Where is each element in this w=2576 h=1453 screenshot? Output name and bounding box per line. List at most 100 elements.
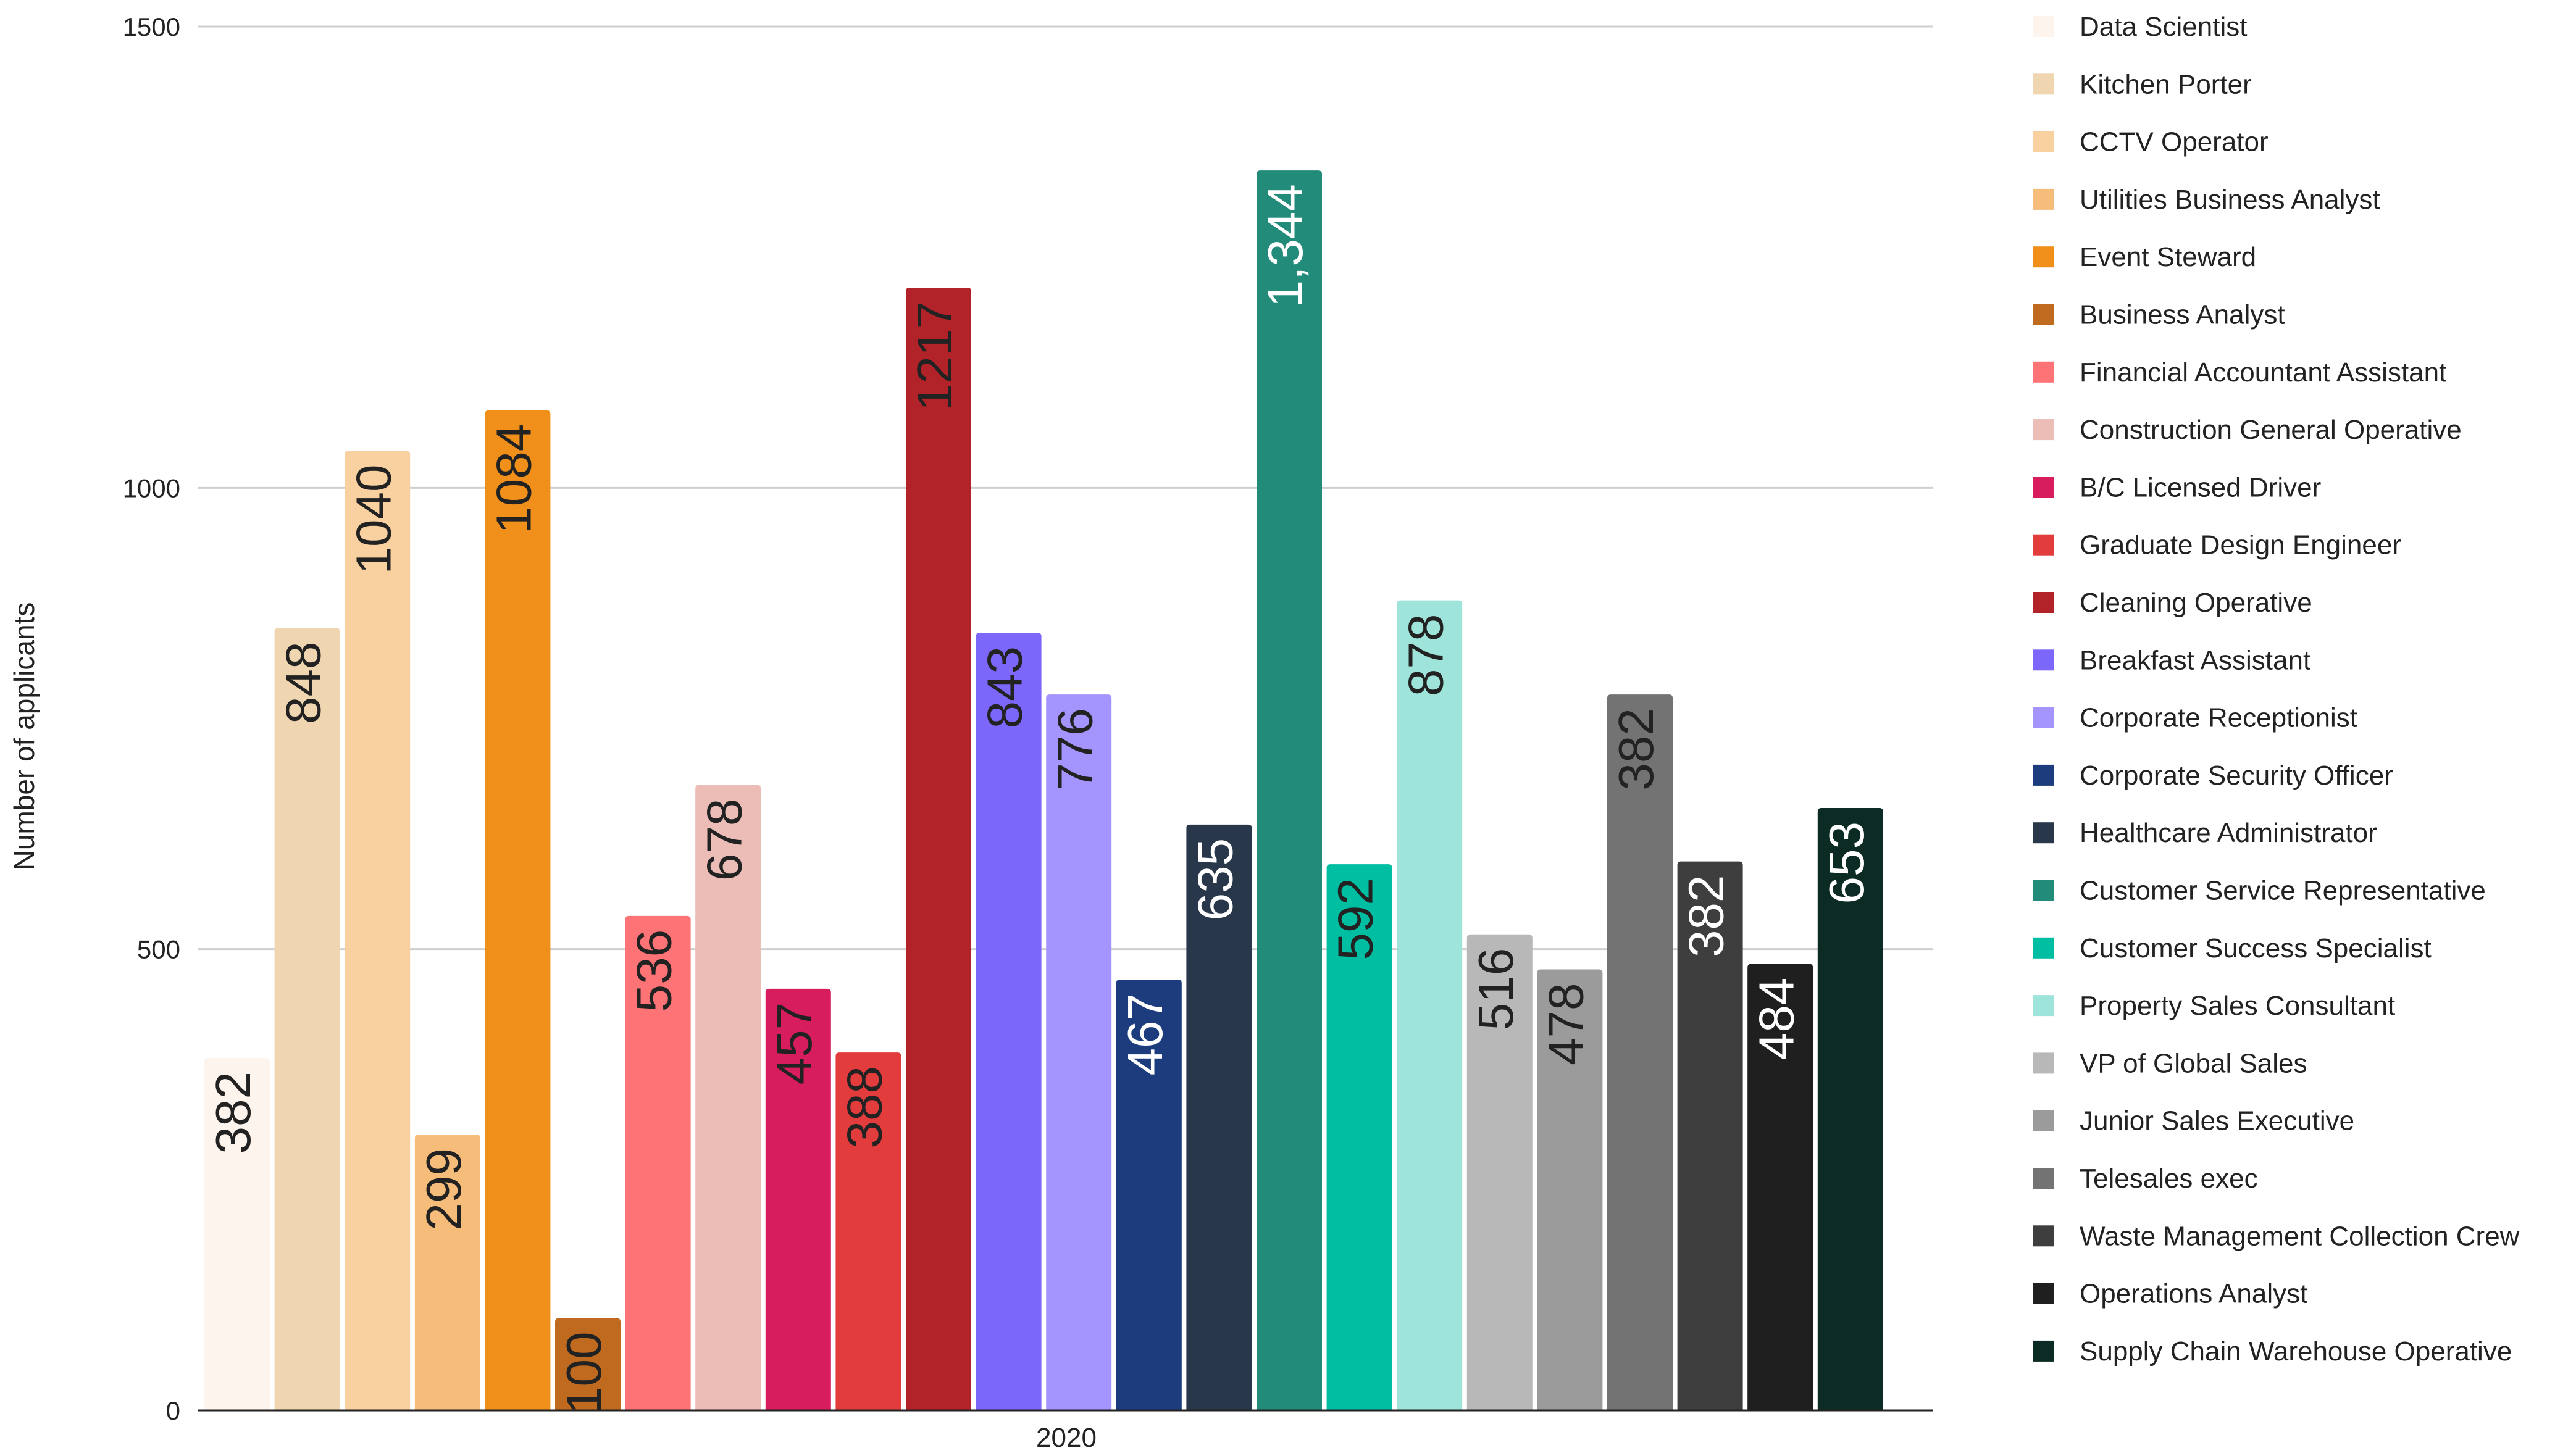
data-label: 678: [696, 799, 751, 881]
legend-label: Customer Success Specialist: [2080, 933, 2432, 964]
legend-label: Construction General Operative: [2080, 415, 2462, 445]
legend-item[interactable]: CCTV Operator: [2033, 127, 2269, 157]
legend-item[interactable]: Operations Analyst: [2033, 1279, 2307, 1309]
legend-swatch: [2033, 131, 2054, 152]
data-label: 592: [1328, 878, 1383, 960]
legend-item[interactable]: Healthcare Administrator: [2033, 818, 2377, 848]
legend-label: Business Analyst: [2080, 300, 2285, 330]
legend-swatch: [2033, 1225, 2054, 1247]
data-label: 382: [1679, 875, 1734, 957]
legend-label: Utilities Business Analyst: [2080, 185, 2380, 215]
legend-label: B/C Licensed Driver: [2080, 472, 2321, 502]
legend-swatch: [2033, 707, 2054, 728]
legend-label: Supply Chain Warehouse Operative: [2080, 1336, 2512, 1367]
data-label: 484: [1749, 978, 1804, 1060]
legend-item[interactable]: Utilities Business Analyst: [2033, 185, 2380, 215]
legend-label: Property Sales Consultant: [2080, 991, 2395, 1021]
legend-item[interactable]: Junior Sales Executive: [2033, 1106, 2354, 1136]
data-label: 536: [627, 930, 682, 1012]
legend-label: Healthcare Administrator: [2080, 818, 2377, 848]
legend-swatch: [2033, 361, 2054, 383]
legend-label: Telesales exec: [2080, 1164, 2258, 1194]
data-label: 382: [206, 1072, 261, 1154]
legend-item[interactable]: Customer Success Specialist: [2033, 933, 2432, 964]
legend-label: Corporate Security Officer: [2080, 760, 2393, 791]
legend-item[interactable]: Supply Chain Warehouse Operative: [2033, 1336, 2512, 1367]
bar: [906, 287, 971, 1410]
bar: [835, 1052, 901, 1410]
legend-item[interactable]: Corporate Receptionist: [2033, 703, 2357, 733]
legend-item[interactable]: Financial Accountant Assistant: [2033, 357, 2446, 388]
legend-label: Operations Analyst: [2080, 1279, 2307, 1309]
legend-item[interactable]: Construction General Operative: [2033, 415, 2462, 445]
bar: [1747, 964, 1813, 1410]
bar: [1677, 861, 1743, 1410]
legend-item[interactable]: B/C Licensed Driver: [2033, 472, 2321, 502]
legend-item[interactable]: VP of Global Sales: [2033, 1048, 2307, 1078]
bar: [1537, 969, 1603, 1410]
data-label: 478: [1539, 983, 1594, 1065]
axes: Number of applicants 2020: [8, 602, 1933, 1453]
legend-swatch: [2033, 764, 2054, 786]
legend-swatch: [2033, 592, 2054, 613]
legend-item[interactable]: Kitchen Porter: [2033, 69, 2252, 99]
bar: [1116, 979, 1182, 1410]
data-label: 653: [1819, 822, 1874, 904]
legend-label: Kitchen Porter: [2080, 69, 2252, 99]
legend-swatch: [2033, 188, 2054, 210]
legend-item[interactable]: Graduate Design Engineer: [2033, 530, 2401, 560]
bar: [1607, 694, 1673, 1410]
legend-swatch: [2033, 822, 2054, 844]
bar: [414, 1135, 480, 1410]
legend-item[interactable]: Telesales exec: [2033, 1164, 2258, 1194]
y-tick-label: 500: [137, 935, 180, 964]
bar: [1817, 807, 1883, 1410]
legend-label: Breakfast Assistant: [2080, 645, 2310, 675]
legend-item[interactable]: Data Scientist: [2033, 12, 2247, 42]
legend-item[interactable]: Waste Management Collection Crew: [2033, 1221, 2520, 1251]
data-label: 388: [837, 1066, 892, 1148]
legend-item[interactable]: Business Analyst: [2033, 300, 2285, 330]
legend-swatch: [2033, 880, 2054, 901]
legend-label: Financial Accountant Assistant: [2080, 357, 2446, 388]
data-label: 516: [1468, 948, 1523, 1030]
bar: [1046, 694, 1112, 1410]
bar: [1397, 600, 1463, 1411]
data-label: 1217: [907, 301, 962, 411]
legend-label: Graduate Design Engineer: [2080, 530, 2401, 560]
bar: [1257, 170, 1322, 1411]
legend-swatch: [2033, 246, 2054, 268]
data-label: 1084: [487, 424, 542, 534]
data-label: 635: [1188, 838, 1243, 920]
legend-swatch: [2033, 1283, 2054, 1304]
legend-item[interactable]: Customer Service Representative: [2033, 876, 2486, 906]
legend-item[interactable]: Corporate Security Officer: [2033, 760, 2393, 791]
legend-label: Event Steward: [2080, 242, 2256, 272]
data-label: 1040: [346, 465, 401, 575]
bar: [555, 1318, 621, 1410]
bar: [485, 410, 551, 1411]
bar: [1186, 824, 1252, 1410]
legend-label: Cleaning Operative: [2080, 588, 2312, 618]
data-label: 299: [416, 1148, 471, 1230]
data-label: 382: [1608, 708, 1663, 790]
legend-swatch: [2033, 1110, 2054, 1131]
data-label: 1,344: [1258, 184, 1313, 307]
legend-swatch: [2033, 1340, 2054, 1362]
legend-item[interactable]: Breakfast Assistant: [2033, 645, 2310, 675]
bar: [976, 632, 1042, 1410]
legend-label: Junior Sales Executive: [2080, 1106, 2354, 1136]
legend-label: Waste Management Collection Crew: [2080, 1221, 2520, 1251]
legend-swatch: [2033, 1052, 2054, 1074]
bar: [695, 785, 761, 1410]
y-axis-title: Number of applicants: [8, 602, 40, 871]
legend-item[interactable]: Cleaning Operative: [2033, 588, 2312, 618]
bar: [1466, 934, 1533, 1410]
data-label: 467: [1118, 993, 1173, 1075]
legend-item[interactable]: Event Steward: [2033, 242, 2256, 272]
legend-item[interactable]: Property Sales Consultant: [2033, 991, 2395, 1021]
legend-label: CCTV Operator: [2080, 127, 2269, 157]
bar: [345, 451, 411, 1411]
data-label: 457: [767, 1002, 822, 1085]
